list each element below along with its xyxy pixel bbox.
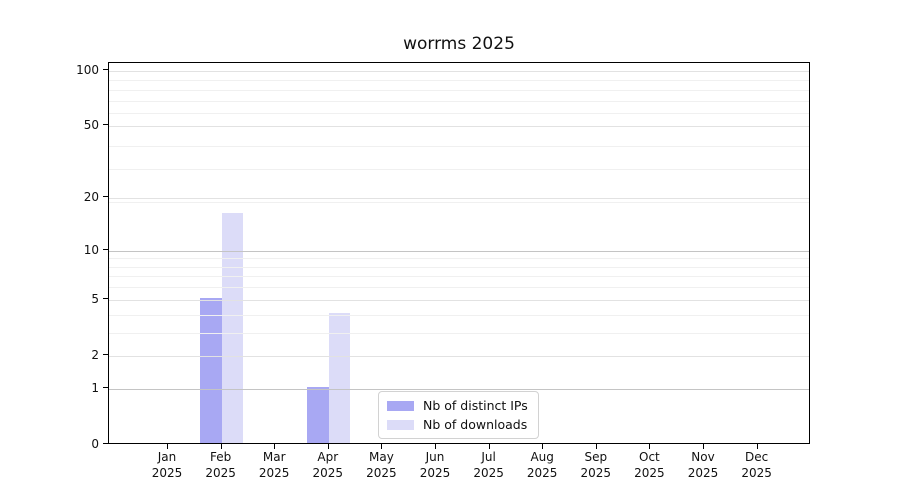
gridline-minor — [109, 287, 809, 289]
gridline-minor — [109, 276, 809, 278]
gridline-major — [109, 198, 809, 200]
y-tick-label: 10 — [83, 242, 99, 257]
x-tick-label: Jul 2025 — [473, 450, 504, 480]
bar-distinct-ips-apr — [307, 386, 329, 443]
bar-downloads-feb — [221, 213, 244, 443]
x-tick-mark — [435, 444, 436, 449]
gridline-minor — [109, 266, 809, 268]
gridline-minor — [109, 146, 809, 148]
x-tick-label: Jun 2025 — [419, 450, 451, 480]
gridline-major — [109, 126, 809, 128]
y-tick-label: 50 — [83, 118, 99, 133]
gridline-major — [109, 388, 809, 390]
gridline-minor — [109, 202, 809, 204]
legend-entry-downloads: Nb of downloads — [387, 417, 528, 432]
y-tick-mark — [103, 248, 108, 250]
y-tick-mark — [103, 196, 108, 198]
legend: Nb of distinct IPs Nb of downloads — [378, 391, 539, 439]
gridline-major — [109, 355, 809, 357]
gridline-major — [109, 70, 809, 72]
gridline-major — [109, 299, 809, 301]
y-tick-mark — [103, 68, 108, 70]
gridline-minor — [109, 169, 809, 171]
x-tick-label: Apr 2025 — [312, 450, 344, 480]
x-tick-mark — [274, 444, 276, 449]
gridline-minor — [109, 314, 809, 316]
x-tick-label: Feb 2025 — [205, 450, 236, 480]
legend-label-downloads: Nb of downloads — [423, 417, 528, 432]
x-tick-mark — [595, 444, 597, 449]
y-tick-label: 1 — [91, 380, 99, 395]
legend-label-distinct-ips: Nb of distinct IPs — [423, 398, 528, 413]
y-tick-mark — [103, 386, 108, 388]
x-tick-label: Aug 2025 — [526, 450, 558, 480]
x-tick-label: Mar 2025 — [258, 450, 290, 480]
gridline-minor — [109, 332, 809, 334]
x-tick-label: Nov 2025 — [687, 450, 719, 480]
y-tick-mark — [103, 124, 108, 126]
gridline-minor — [109, 80, 809, 82]
y-tick-label: 2 — [91, 347, 99, 362]
x-tick-mark — [649, 444, 651, 449]
gridline-minor — [109, 113, 809, 115]
gridline-minor — [109, 100, 809, 102]
x-tick-mark — [167, 444, 168, 449]
x-tick-label: Jan 2025 — [151, 450, 183, 480]
bar-distinct-ips-feb — [200, 297, 222, 443]
gridline-major — [109, 250, 809, 252]
y-tick-label: 100 — [76, 62, 99, 77]
x-tick-mark — [381, 444, 383, 449]
x-tick-label: May 2025 — [366, 450, 397, 480]
x-tick-label: Dec 2025 — [741, 450, 772, 480]
gridline-minor — [109, 89, 809, 91]
y-tick-label: 20 — [83, 190, 99, 205]
x-tick-label: Oct 2025 — [634, 450, 665, 480]
y-tick-label: 0 — [91, 437, 99, 451]
legend-swatch-downloads — [387, 419, 414, 430]
x-tick-mark — [488, 444, 490, 449]
legend-swatch-distinct-ips — [387, 400, 414, 411]
plot-area — [108, 62, 810, 444]
y-tick-mark — [103, 353, 108, 355]
bar-downloads-apr — [328, 312, 351, 443]
x-tick-mark — [327, 444, 329, 449]
legend-entry-distinct-ips: Nb of distinct IPs — [387, 398, 528, 413]
x-tick-mark — [756, 444, 758, 449]
x-tick-mark — [703, 444, 704, 449]
y-tick-label: 5 — [91, 291, 99, 306]
chart-title: worrms 2025 — [403, 34, 515, 54]
gridline-minor — [109, 258, 809, 260]
y-tick-mark — [103, 297, 108, 299]
x-tick-mark — [220, 444, 222, 449]
x-tick-mark — [542, 444, 544, 449]
x-tick-label: Sep 2025 — [580, 450, 612, 480]
y-tick-mark — [103, 443, 108, 444]
